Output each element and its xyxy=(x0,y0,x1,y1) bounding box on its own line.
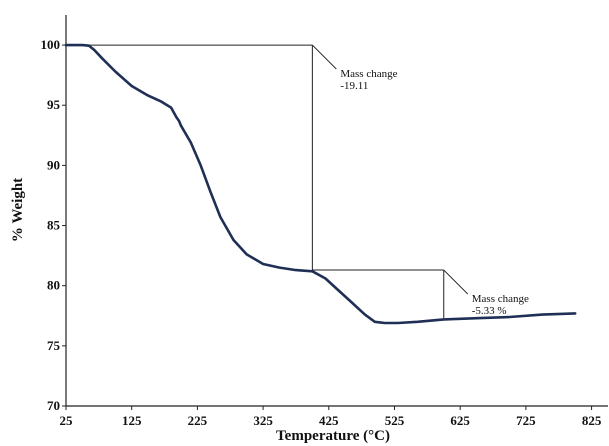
y-axis-title: % Weight xyxy=(10,178,26,242)
curve-point xyxy=(384,322,386,324)
curve-point xyxy=(200,165,202,167)
curve-point xyxy=(374,321,376,323)
curve-point xyxy=(233,239,235,241)
x-axis-title: Temperature (°C) xyxy=(276,428,390,444)
curve-point xyxy=(88,45,90,47)
curve-point xyxy=(312,270,314,272)
curve-point xyxy=(476,317,478,319)
mass-change-1-value: -19.11 xyxy=(340,80,368,92)
curve-point xyxy=(131,85,133,87)
curve-point xyxy=(220,216,222,218)
weight-loss-curve xyxy=(66,45,575,323)
x-tick-label: 825 xyxy=(582,413,602,428)
y-tick-label: 75 xyxy=(47,338,61,353)
curve-point xyxy=(147,95,149,97)
x-tick-label: 125 xyxy=(122,413,142,428)
curve-point xyxy=(170,107,172,109)
curve-point xyxy=(338,290,340,292)
x-tick-label: 425 xyxy=(319,413,339,428)
x-tick-label: 625 xyxy=(450,413,470,428)
mass-change-2-label: Mass change xyxy=(472,293,529,305)
curve-point xyxy=(190,142,192,144)
x-tick-label: 325 xyxy=(253,413,273,428)
mass-change-1-leader-line xyxy=(312,45,336,69)
x-tick-label: 25 xyxy=(60,413,74,428)
tick-labels: 70 75 80 85 90 95 100 25 125 225 325 425 525 625 725 82… xyxy=(41,37,602,428)
curve-point xyxy=(176,116,178,118)
curve-point xyxy=(114,71,116,73)
y-tick-label: 100 xyxy=(41,37,61,52)
y-tick-label: 95 xyxy=(47,97,61,112)
curve-point xyxy=(160,101,162,103)
curve-point xyxy=(397,322,399,324)
x-tick-label: 725 xyxy=(516,413,536,428)
curve-point xyxy=(82,44,84,46)
curve-point xyxy=(101,58,103,60)
curve-point xyxy=(542,314,544,316)
axes xyxy=(62,15,608,410)
y-tick-label: 90 xyxy=(47,157,60,172)
x-tick-label: 225 xyxy=(188,413,208,428)
mass-change-1-label: Mass change xyxy=(340,68,397,80)
y-tick-label: 80 xyxy=(47,278,60,293)
curve-point xyxy=(325,278,327,280)
curve-point xyxy=(246,254,248,256)
curve-point xyxy=(178,120,180,122)
curve-point xyxy=(210,191,212,193)
y-tick-label: 85 xyxy=(47,218,61,233)
curve-point xyxy=(443,319,445,321)
curve-point xyxy=(93,49,95,51)
curve-point xyxy=(351,302,353,304)
curve-point xyxy=(509,316,511,318)
curve-point xyxy=(262,263,264,265)
curve-point xyxy=(417,321,419,323)
mass-change-2-value: -5.33 % xyxy=(472,305,507,317)
curve-point xyxy=(65,44,67,46)
curve-layer xyxy=(65,44,576,324)
x-tick-label: 525 xyxy=(385,413,405,428)
curve-point xyxy=(574,313,576,315)
curve-point xyxy=(180,125,182,127)
curve-point xyxy=(364,314,366,316)
y-tick-label: 70 xyxy=(47,398,60,413)
mass-change-2-leader-line xyxy=(444,270,468,294)
curve-point xyxy=(279,267,281,269)
curve-point xyxy=(295,269,297,271)
